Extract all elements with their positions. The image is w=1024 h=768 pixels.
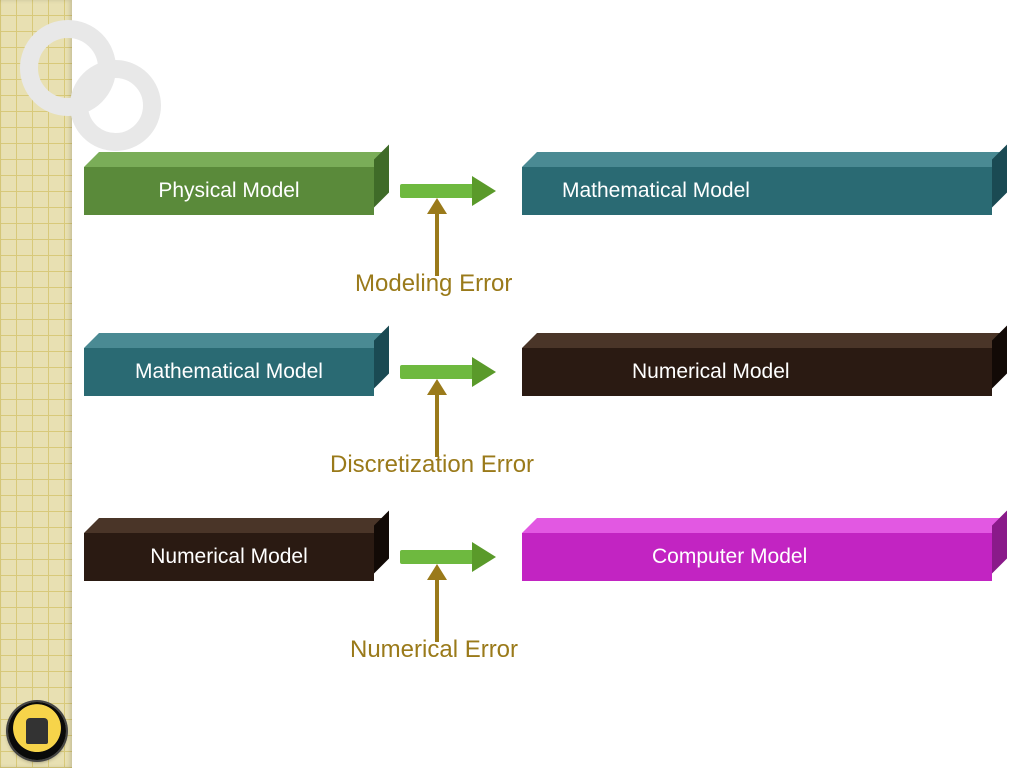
error-label: Modeling Error bbox=[355, 270, 512, 298]
model-box: Numerical Model bbox=[522, 333, 992, 381]
model-box: Numerical Model bbox=[84, 518, 374, 566]
model-box: Computer Model bbox=[522, 518, 992, 566]
diagram-stage: Physical Model Mathematical Model Modeling… bbox=[72, 0, 1024, 768]
model-box-label: Mathematical Model bbox=[522, 167, 992, 215]
model-box: Mathematical Model bbox=[84, 333, 374, 381]
model-box-label: Numerical Model bbox=[84, 533, 374, 581]
flow-arrow bbox=[400, 542, 496, 572]
error-arrow bbox=[427, 564, 447, 642]
institution-logo bbox=[8, 702, 66, 760]
model-box-label: Computer Model bbox=[522, 533, 992, 581]
model-box: Physical Model bbox=[84, 152, 374, 200]
flow-arrow bbox=[400, 357, 496, 387]
model-box-label: Physical Model bbox=[84, 167, 374, 215]
error-label: Numerical Error bbox=[350, 636, 518, 664]
model-box: Mathematical Model bbox=[522, 152, 992, 200]
flow-arrow bbox=[400, 176, 496, 206]
model-box-label: Mathematical Model bbox=[84, 348, 374, 396]
error-arrow bbox=[427, 198, 447, 276]
error-label: Discretization Error bbox=[330, 451, 534, 479]
error-arrow bbox=[427, 379, 447, 457]
model-box-label: Numerical Model bbox=[522, 348, 992, 396]
